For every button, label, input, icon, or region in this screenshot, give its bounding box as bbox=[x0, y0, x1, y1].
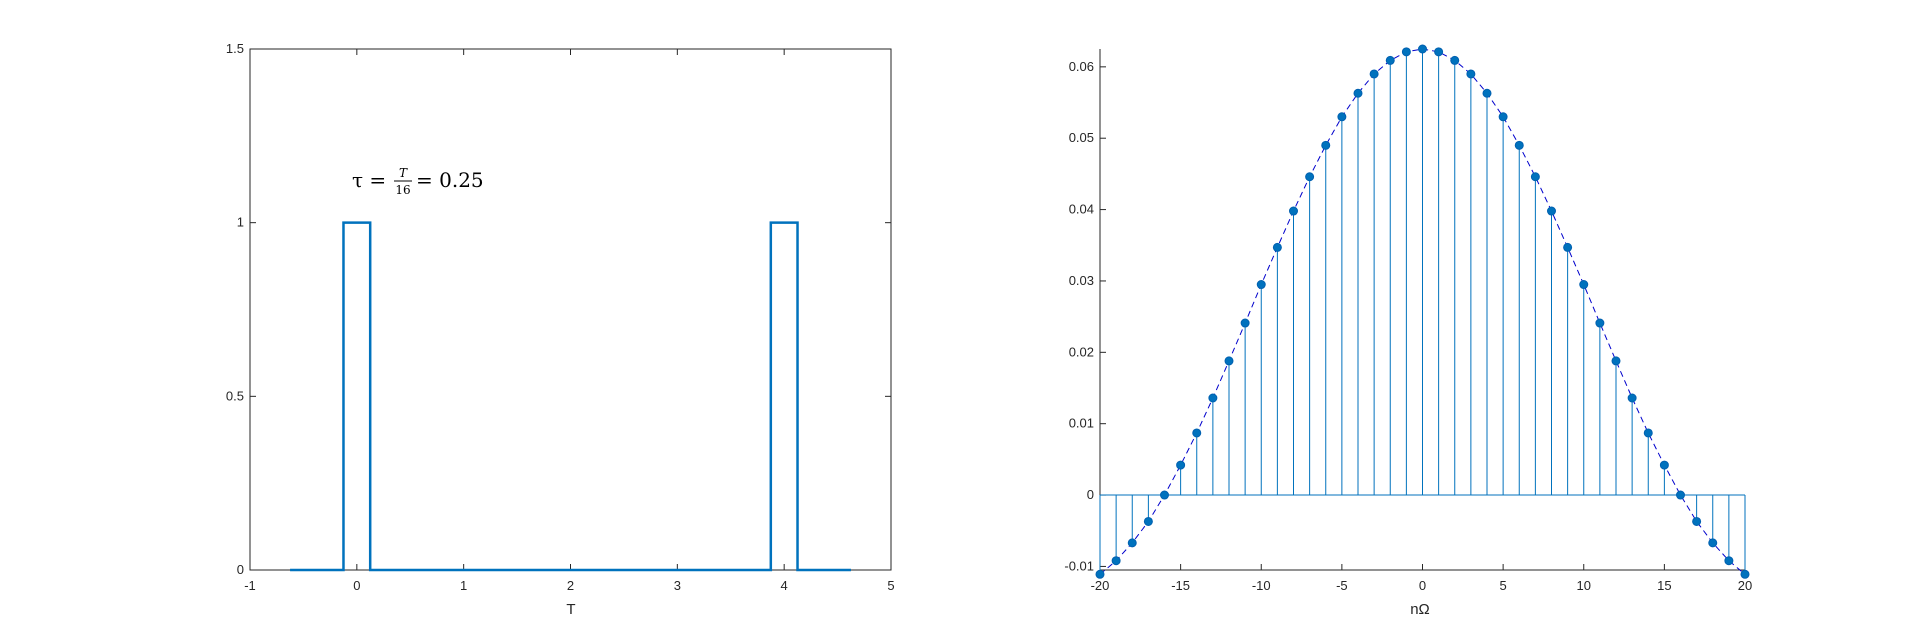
stem-marker bbox=[1659, 460, 1669, 470]
stem-marker bbox=[1289, 206, 1298, 216]
plot2-y-tick-label: 0.04 bbox=[1069, 202, 1094, 217]
spectrum-plot: -20 -15 -10 -5 0 5 10 15 20 -0.01 0 0.01 0.02 0.03 0.… bbox=[1064, 44, 1752, 618]
plot1-y-tick-label: 1.5 bbox=[226, 41, 244, 56]
stem-marker bbox=[1401, 47, 1411, 57]
plot2-x-tick-label: 0 bbox=[1419, 578, 1426, 593]
plot1-x-tick-label: 3 bbox=[674, 578, 681, 593]
stem-marker bbox=[1563, 242, 1573, 252]
stem-marker bbox=[1692, 516, 1702, 526]
stem-marker bbox=[1369, 69, 1379, 79]
stem-marker bbox=[1708, 538, 1718, 548]
stem-marker bbox=[1095, 569, 1105, 579]
plot1-x-axis-label: T bbox=[566, 601, 575, 618]
stem-marker bbox=[1434, 47, 1444, 57]
stem-marker bbox=[1160, 490, 1169, 500]
stem-marker bbox=[1627, 393, 1637, 403]
stem-marker bbox=[1595, 318, 1605, 328]
stem-marker bbox=[1224, 356, 1234, 366]
tau-annotation-numerator: T bbox=[399, 166, 408, 180]
plot2-y-tick-label: 0.03 bbox=[1069, 273, 1094, 288]
tau-annotation-denominator: 16 bbox=[395, 183, 410, 197]
plot1-y-ticks: 0 0.5 1 1.5 bbox=[226, 41, 891, 577]
stem-marker bbox=[1143, 516, 1153, 526]
plot2-y-tick-label: 0.01 bbox=[1069, 416, 1094, 431]
plot1-x-tick-label: 1 bbox=[460, 578, 467, 593]
stem-marker bbox=[1127, 538, 1137, 548]
plot2-x-tick-label: 5 bbox=[1500, 578, 1507, 593]
stem-lines bbox=[1099, 49, 1746, 575]
plot2-x-ticks: -20 -15 -10 -5 0 5 10 15 20 bbox=[1091, 564, 1752, 593]
time-domain-plot: -1 0 1 2 3 4 5 00.511.5 T τ = T 16 = 0.25 bbox=[226, 41, 895, 618]
stem-marker bbox=[1547, 206, 1556, 216]
tau-annotation-lhs: τ = bbox=[352, 168, 386, 192]
plot2-y-tick-label: -0.01 bbox=[1064, 558, 1094, 573]
stem-marker bbox=[1514, 140, 1524, 150]
stem-marker bbox=[1353, 88, 1363, 98]
plot2-x-tick-label: 15 bbox=[1657, 578, 1671, 593]
stem-marker bbox=[1256, 280, 1266, 290]
stem-marker bbox=[1111, 556, 1121, 566]
stem-marker bbox=[1611, 356, 1621, 366]
plot1-x-tick-label: 2 bbox=[567, 578, 574, 593]
plot1-y-tick-label: 1 bbox=[237, 215, 244, 230]
plot2-y-tick-label: 0.05 bbox=[1069, 130, 1094, 145]
plot1-x-tick-label: 5 bbox=[887, 578, 894, 593]
stem-marker bbox=[1498, 112, 1508, 122]
plot2-x-tick-label: -10 bbox=[1252, 578, 1271, 593]
stem-marker bbox=[1240, 318, 1250, 328]
plot1-x-ticks: -1 0 1 2 3 4 5 bbox=[244, 49, 895, 593]
stem-marker bbox=[1192, 428, 1202, 438]
plot2-y-tick-label: 0.06 bbox=[1069, 59, 1094, 74]
plot2-x-tick-label: 10 bbox=[1577, 578, 1591, 593]
stem-marker bbox=[1676, 490, 1685, 500]
stem-marker bbox=[1337, 112, 1347, 122]
plot1-axes-box bbox=[249, 48, 892, 571]
plot2-x-tick-label: -15 bbox=[1171, 578, 1190, 593]
plot2-x-axis-label: nΩ bbox=[1410, 601, 1430, 618]
stem-marker bbox=[1418, 44, 1427, 54]
stem-marker bbox=[1321, 140, 1331, 150]
plot1-x-tick-label: 4 bbox=[781, 578, 788, 593]
plot1-y-tick-label: 0 bbox=[237, 562, 244, 577]
stem-marker bbox=[1579, 280, 1589, 290]
stem-marker bbox=[1530, 172, 1540, 182]
stem-marker bbox=[1305, 172, 1315, 182]
plot2-x-tick-label: -5 bbox=[1336, 578, 1348, 593]
plot2-x-tick-label: -20 bbox=[1091, 578, 1110, 593]
stem-marker bbox=[1740, 569, 1750, 579]
plot2-x-tick-label: 20 bbox=[1738, 578, 1752, 593]
stem-marker bbox=[1724, 556, 1734, 566]
plot2-y-tick-label: 0 bbox=[1087, 487, 1094, 502]
stem-marker bbox=[1208, 393, 1218, 403]
stem-marker bbox=[1643, 428, 1653, 438]
tau-annotation-rhs: = 0.25 bbox=[416, 168, 484, 192]
stem-marker bbox=[1466, 69, 1476, 79]
plot1-x-tick-label: -1 bbox=[244, 578, 256, 593]
plot2-y-ticks: -0.01 0 0.01 0.02 0.03 0.04 0.05 0.06 bbox=[1064, 59, 1106, 573]
stem-marker bbox=[1272, 242, 1282, 252]
tau-annotation: τ = T 16 = 0.25 bbox=[352, 166, 484, 197]
stem-marker bbox=[1176, 460, 1186, 470]
pulse-train-line bbox=[290, 221, 851, 572]
stem-marker bbox=[1450, 55, 1460, 65]
plot2-y-tick-label: 0.02 bbox=[1069, 344, 1094, 359]
plot1-y-tick-label: 0.5 bbox=[226, 388, 244, 403]
stem-marker bbox=[1385, 55, 1395, 65]
stem-marker bbox=[1482, 88, 1492, 98]
plot1-x-tick-label: 0 bbox=[353, 578, 360, 593]
stem-markers bbox=[1095, 44, 1750, 579]
